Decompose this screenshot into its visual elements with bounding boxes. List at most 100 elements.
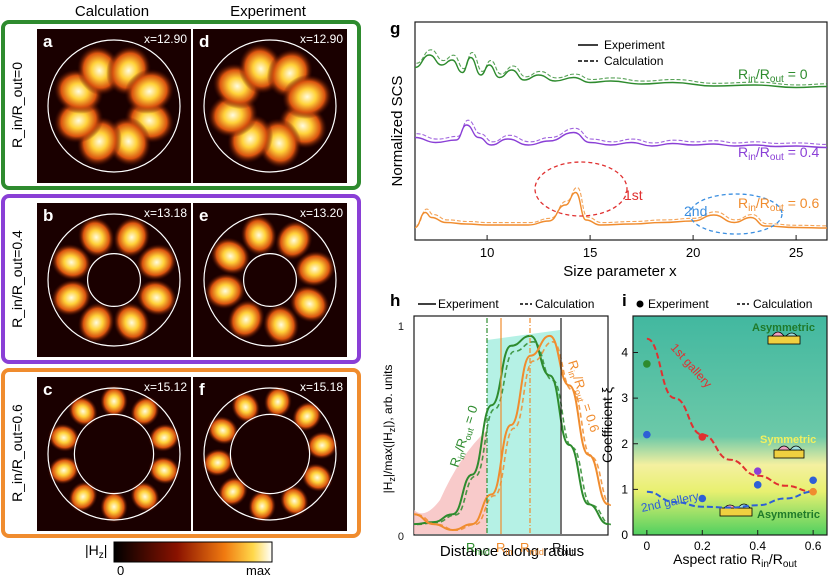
series-label-0: Rin/Rout = 0 bbox=[738, 66, 808, 85]
lobe bbox=[136, 279, 178, 317]
panel-g: g 1st 2nd Experiment Calculation Normali… bbox=[389, 19, 828, 280]
lobe bbox=[68, 481, 98, 513]
lobe bbox=[201, 448, 234, 477]
data-point-4 bbox=[753, 467, 762, 475]
lobe bbox=[124, 68, 175, 114]
gallery-curve-0 bbox=[646, 337, 814, 493]
panel-i: i Experiment Calculation Asymmetric Symm… bbox=[599, 291, 828, 570]
colorbar-gradient bbox=[113, 541, 273, 563]
legend-experiment-g: Experiment bbox=[604, 38, 665, 52]
lobe bbox=[148, 456, 181, 485]
lobe bbox=[130, 395, 160, 427]
lobe bbox=[282, 74, 333, 120]
lobe bbox=[240, 214, 278, 256]
xlabel-g: Size parameter x bbox=[563, 263, 677, 280]
outer-circle bbox=[203, 387, 337, 521]
inner-circle bbox=[73, 413, 155, 495]
h-curve-0 bbox=[413, 334, 609, 526]
lobe bbox=[148, 423, 181, 452]
annotation-2nd-ellipse bbox=[689, 193, 783, 235]
xlabel-i: Aspect ratio Rin/Rout bbox=[673, 551, 797, 570]
plot-frame-h bbox=[413, 315, 609, 536]
lobe bbox=[113, 302, 151, 344]
xtick-label-g-0: 10 bbox=[480, 245, 494, 260]
region-symmetric: Symmetric bbox=[760, 434, 816, 446]
lobe bbox=[68, 395, 98, 427]
colorbar-max: max bbox=[246, 563, 271, 578]
lobes-0-right bbox=[207, 43, 333, 169]
colorbar-min: 0 bbox=[117, 563, 124, 578]
inner-circle bbox=[243, 253, 298, 308]
annotation-1st: 1st bbox=[624, 187, 643, 203]
row-label-2: R_in/R_out=0.6 bbox=[9, 404, 25, 502]
lobes-1-left bbox=[50, 216, 178, 344]
lobes-0-left bbox=[53, 45, 175, 167]
annotation-2nd: 2nd bbox=[684, 203, 707, 219]
colorbar: |Hz| 0 max bbox=[85, 541, 273, 578]
ytick-label-i-2: 2 bbox=[621, 437, 628, 451]
panel-label-c: c bbox=[43, 380, 52, 399]
panel-label-f: f bbox=[199, 380, 205, 399]
lobe bbox=[231, 391, 261, 423]
data-point-3 bbox=[698, 494, 707, 503]
xtick-label-i-2: 0.4 bbox=[749, 539, 766, 553]
lobe bbox=[207, 415, 239, 445]
shade-outer bbox=[487, 330, 560, 534]
ytick-label-i-3: 3 bbox=[621, 391, 628, 405]
panel-label-g: g bbox=[390, 19, 400, 38]
x-value-d: x=12.90 bbox=[300, 32, 343, 46]
outer-circle bbox=[47, 387, 181, 521]
lobe bbox=[263, 385, 292, 418]
xtick-label-i-3: 0.6 bbox=[805, 539, 822, 553]
row-frame-2 bbox=[1, 368, 361, 538]
series-label-1: Rin/Rout = 0.4 bbox=[738, 144, 819, 163]
series-line-2 bbox=[415, 191, 827, 229]
ylabel-g: Normalized SCS bbox=[389, 76, 406, 187]
x-value-a: x=12.90 bbox=[144, 32, 187, 46]
colorbar-label: |Hz| bbox=[85, 542, 107, 561]
panel-label-b: b bbox=[43, 206, 53, 225]
lobe bbox=[47, 423, 80, 452]
lobe bbox=[306, 431, 339, 460]
row-frame-1 bbox=[1, 194, 361, 364]
xtick-label-g-2: 20 bbox=[686, 245, 700, 260]
xtick-label-g-1: 15 bbox=[583, 245, 597, 260]
series-line-0 bbox=[415, 54, 827, 89]
header-experiment: Experiment bbox=[230, 3, 307, 20]
series-line-1 bbox=[415, 124, 827, 149]
legend-experiment-h: Experiment bbox=[438, 297, 499, 311]
map-bg-0-left bbox=[37, 29, 191, 183]
panel-label-a: a bbox=[43, 32, 53, 51]
x-value-c: x=15.12 bbox=[144, 380, 187, 394]
curve-label-h-1: Rin/Rout = 0.6 bbox=[563, 358, 602, 434]
row-label-1: R_in/R_out=0.4 bbox=[9, 230, 25, 328]
ytick-label-i-0: 0 bbox=[621, 528, 628, 542]
xlabel-h: Distance along radius bbox=[440, 543, 584, 560]
x-value-f: x=15.18 bbox=[300, 380, 343, 394]
region-asymmetric-top: Asymmetric bbox=[752, 322, 815, 334]
ylabel-i: Coefficient ξ bbox=[599, 387, 615, 463]
lobes-2-right bbox=[201, 385, 339, 523]
lobe bbox=[77, 302, 115, 344]
series-calc-1 bbox=[416, 119, 827, 146]
panel-label-e: e bbox=[199, 206, 208, 225]
panel-label-h: h bbox=[390, 291, 400, 310]
row-frame-0 bbox=[1, 20, 361, 190]
inner-circle bbox=[229, 413, 311, 495]
lobe bbox=[248, 490, 277, 523]
legend-dot-i bbox=[636, 300, 644, 308]
shape-icon-middle bbox=[773, 445, 805, 459]
ytick-h-1: 1 bbox=[398, 321, 404, 333]
x-value-b: x=13.18 bbox=[144, 206, 187, 220]
h-curve-calc-0 bbox=[416, 340, 612, 526]
data-point-7 bbox=[809, 487, 817, 496]
data-point-0 bbox=[643, 360, 651, 368]
legend-experiment-i: Experiment bbox=[648, 297, 709, 311]
lobe bbox=[227, 299, 265, 340]
lobe bbox=[50, 279, 92, 317]
legend-calculation-g: Calculation bbox=[604, 54, 663, 68]
field-maps: R_in/R_out=0 a x=12.90 d x=12.90 R_in/R_out=0… bbox=[1, 20, 361, 538]
gallery-curve-1 bbox=[646, 490, 814, 509]
ytick-h-0: 0 bbox=[398, 531, 404, 543]
